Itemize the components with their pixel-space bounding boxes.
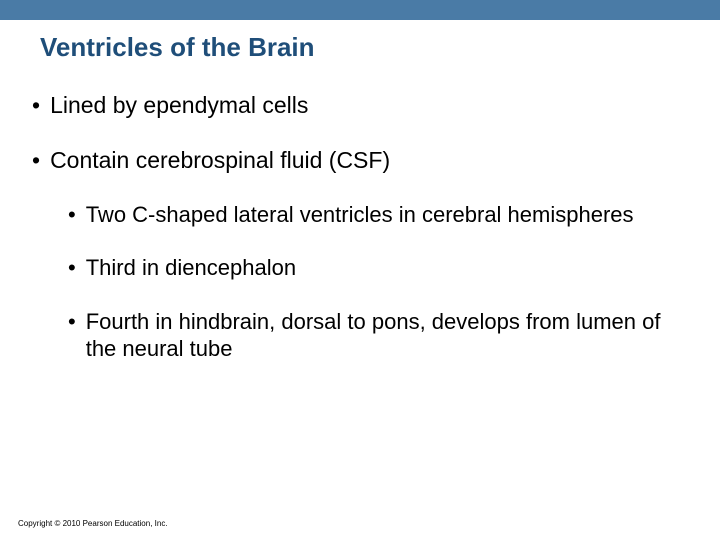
copyright-text: Copyright © 2010 Pearson Education, Inc. (18, 519, 168, 528)
bullet-level1: • Lined by ependymal cells (28, 91, 692, 120)
bullet-dot-icon: • (32, 146, 40, 175)
bullet-level2: • Third in diencephalon (28, 254, 692, 282)
bullet-text: Contain cerebrospinal fluid (CSF) (50, 146, 390, 175)
bullet-level2: • Fourth in hindbrain, dorsal to pons, d… (28, 308, 692, 363)
bullet-text: Fourth in hindbrain, dorsal to pons, dev… (86, 308, 692, 363)
bullet-text: Third in diencephalon (86, 254, 296, 282)
header-accent-bar (0, 0, 720, 20)
bullet-dot-icon: • (68, 308, 76, 336)
bullet-text: Lined by ependymal cells (50, 91, 308, 120)
bullet-level2: • Two C-shaped lateral ventricles in cer… (28, 201, 692, 229)
bullet-level1: • Contain cerebrospinal fluid (CSF) (28, 146, 692, 175)
bullet-dot-icon: • (68, 254, 76, 282)
bullet-dot-icon: • (68, 201, 76, 229)
slide-content: Ventricles of the Brain • Lined by epend… (0, 20, 720, 363)
bullet-dot-icon: • (32, 91, 40, 120)
slide-title: Ventricles of the Brain (28, 32, 692, 63)
bullet-text: Two C-shaped lateral ventricles in cereb… (86, 201, 634, 229)
